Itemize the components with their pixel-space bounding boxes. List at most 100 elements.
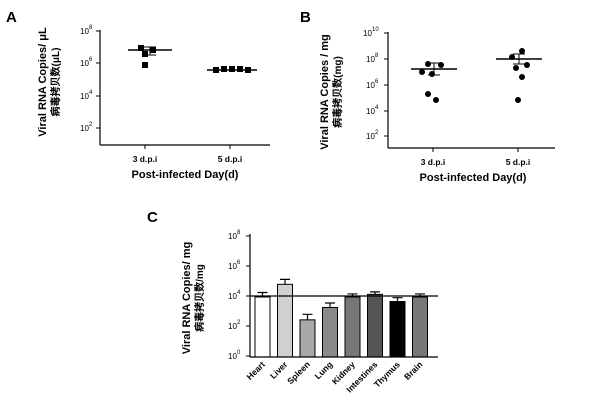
panel-a-ytick-1e4: 10 4	[80, 90, 100, 101]
panel-b-point	[524, 62, 530, 68]
panel-c-bar-lung	[322, 306, 338, 358]
panel-a-ytick-label: 10	[80, 27, 89, 36]
panel-c-ytick-label: 10	[228, 322, 237, 331]
panel-a-point	[138, 45, 144, 51]
panel-c: C Viral RNA Copies/ mg 病毒拷贝数/mg 10 0 10 …	[147, 209, 438, 394]
panel-b-ytick-1e4: 10 4	[366, 105, 388, 116]
panel-a-ytick-label: 10	[80, 124, 89, 133]
panel-a-ytick-1e6: 10 6	[80, 57, 100, 68]
panel-c-errorbar-lung	[325, 302, 335, 308]
panel-c-ytick-1e8: 10 8	[228, 230, 250, 241]
panel-c-ytick-1e6: 10 6	[228, 260, 250, 271]
panel-c-category-label: Heart	[244, 359, 267, 382]
panel-c-bar-brain	[412, 296, 428, 358]
panel-b-ytick-exp: 4	[375, 105, 379, 111]
panel-b-mean-5dpi	[496, 53, 542, 65]
panel-c-ytick-label: 10	[228, 352, 237, 361]
panel-c-bar-heart	[254, 296, 271, 358]
panel-a-point	[229, 66, 235, 72]
panel-c-ytick-exp: 6	[237, 260, 241, 266]
panel-b-point	[519, 74, 525, 80]
panel-a-ytick-exp: 8	[89, 25, 93, 31]
panel-b-ytick-exp: 10	[372, 27, 379, 33]
panel-b-point	[425, 91, 431, 97]
panel-c-ytick-1e0: 10 0	[228, 350, 250, 361]
panel-a-xlabel: Post-infected Day(d)	[132, 169, 239, 181]
panel-b-ytick-label: 10	[366, 107, 375, 116]
panel-a-point	[150, 47, 156, 53]
panel-a-point	[221, 66, 227, 72]
panel-c-yticks: 10 0 10 2 10 4 10 6 10 8	[228, 230, 250, 361]
panel-letter-c: C	[147, 209, 158, 226]
panel-a-point	[142, 51, 148, 57]
panel-c-errorbar-thymus	[392, 297, 403, 302]
panel-a-ytick-label: 10	[80, 92, 89, 101]
panel-c-ytick-exp: 4	[237, 290, 241, 296]
panel-c-ytick-label: 10	[228, 262, 237, 271]
panel-a-ytick-exp: 6	[89, 57, 93, 63]
panel-c-ytick-label: 10	[228, 292, 237, 301]
panel-a-point	[237, 66, 243, 72]
panel-a-ylabel: Viral RNA Copies/ μL	[37, 27, 49, 137]
panel-b-point	[438, 62, 444, 68]
panel-b-ytick-label: 10	[366, 132, 375, 141]
panel-c-ytick-exp: 8	[237, 230, 241, 236]
panel-a-ytick-label: 10	[80, 59, 89, 68]
panel-b-point	[433, 97, 439, 103]
panel-b-point	[515, 97, 521, 103]
panel-a: A Viral RNA Copies/ μL 病毒拷贝数(μL) 10 2 10…	[6, 9, 270, 181]
panel-a-category-5dpi: 5 d.p.i	[218, 154, 243, 164]
panel-c-errorbar-spleen	[302, 313, 313, 320]
panel-a-category-3dpi: 3 d.p.i	[133, 154, 158, 164]
panel-a-ylabel-cn: 病毒拷贝数(μL)	[49, 48, 62, 117]
panel-b-ytick-label: 10	[366, 81, 375, 90]
panel-c-ytick-1e2: 10 2	[228, 320, 250, 331]
panel-b: B Viral RNA Copies / mg 病毒拷贝数(mg) 10 2 1…	[300, 9, 555, 184]
panel-b-category-3dpi: 3 d.p.i	[421, 157, 446, 167]
panel-c-errorbar-intestines	[370, 291, 380, 295]
panel-c-ytick-exp: 0	[237, 350, 241, 356]
panel-c-ytick-1e4: 10 4	[228, 290, 250, 301]
panel-b-ytick-exp: 8	[375, 53, 379, 59]
panel-b-ytick-1e10: 10 10	[363, 27, 388, 38]
panel-b-ytick-label: 10	[363, 29, 372, 38]
panel-c-ylabel-cn: 病毒拷贝数/mg	[193, 264, 206, 332]
panel-c-bar-intestines	[367, 293, 383, 358]
panel-a-point	[245, 67, 251, 73]
panel-a-ytick-exp: 4	[89, 90, 93, 96]
panel-b-point	[519, 48, 525, 54]
panel-b-xlabel: Post-infected Day(d)	[420, 172, 527, 184]
panel-letter-b: B	[300, 9, 311, 26]
panel-b-ytick-1e6: 10 6	[366, 79, 388, 90]
panel-a-point	[213, 67, 219, 73]
panel-a-ytick-exp: 2	[89, 122, 93, 128]
panel-b-point	[513, 65, 519, 71]
panel-b-ytick-exp: 2	[375, 130, 379, 136]
panel-b-ytick-label: 10	[366, 55, 375, 64]
panel-b-ylabel-cn: 病毒拷贝数(mg)	[331, 56, 344, 128]
panel-a-point	[142, 62, 148, 68]
panel-c-bar-spleen	[299, 319, 316, 358]
panel-a-ytick-1e2: 10 2	[80, 122, 100, 133]
panel-b-ytick-1e8: 10 8	[366, 53, 388, 64]
panel-b-point	[509, 54, 515, 60]
panel-c-category-label: Brain	[402, 359, 424, 381]
panel-b-ytick-exp: 6	[375, 79, 379, 85]
panel-c-category-label: Spleen	[285, 359, 312, 386]
panel-c-ytick-exp: 2	[237, 320, 241, 326]
panel-b-point	[429, 71, 435, 77]
panel-b-ytick-1e2: 10 2	[366, 130, 388, 141]
panel-c-bar-kidney	[344, 296, 361, 358]
panel-b-point	[419, 69, 425, 75]
panel-b-point	[425, 61, 431, 67]
panel-c-ytick-label: 10	[228, 232, 237, 241]
panel-c-bar-liver	[277, 283, 293, 358]
panel-a-ytick-1e8: 10 8	[80, 25, 100, 36]
panel-letter-a: A	[6, 9, 17, 26]
panel-c-ylabel: Viral RNA Copies/ mg	[181, 242, 193, 354]
panel-b-ylabel: Viral RNA Copies / mg	[319, 34, 331, 150]
panel-b-category-5dpi: 5 d.p.i	[506, 157, 531, 167]
panel-c-bar-thymus	[389, 301, 406, 358]
